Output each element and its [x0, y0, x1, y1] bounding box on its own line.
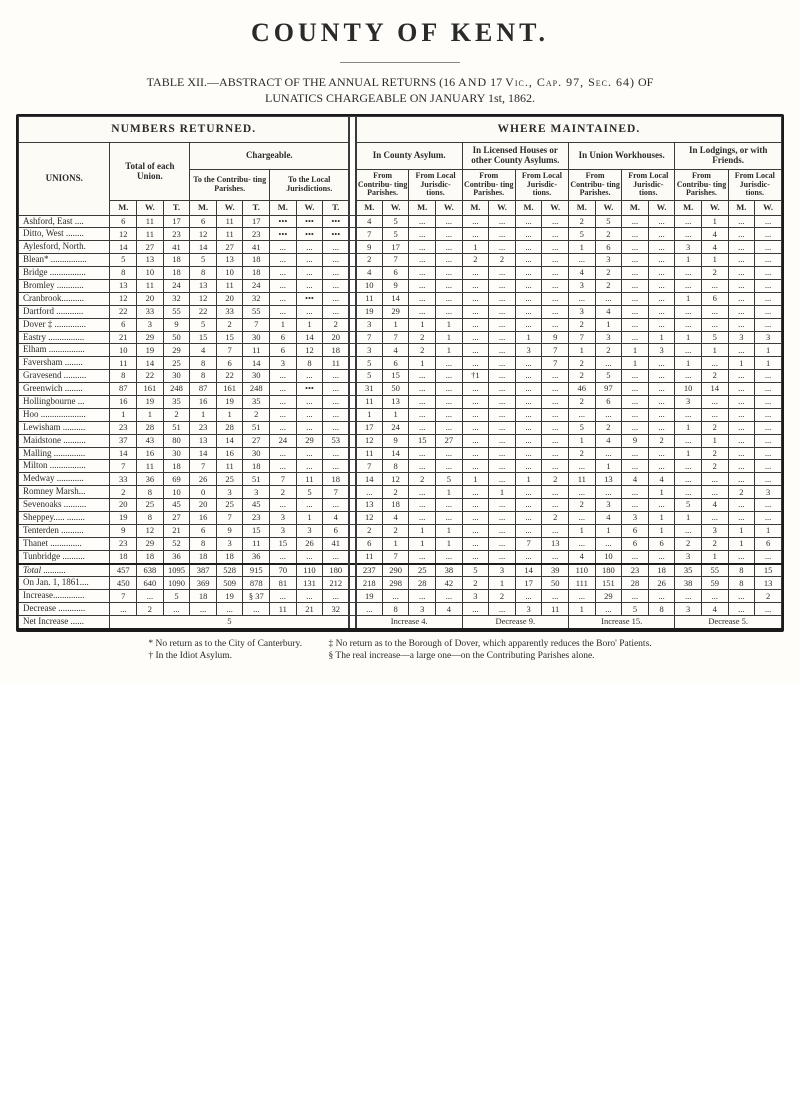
union-name: Milton ................ — [19, 460, 110, 473]
union-name: Aylesford, North. — [19, 241, 110, 254]
union-name: Dartford ............ — [19, 305, 110, 318]
union-name: Sevenoaks .......... — [19, 499, 110, 512]
union-name: Blean* ................ — [19, 254, 110, 267]
union-name: Medway ............ — [19, 473, 110, 486]
union-name: Ditto, West ........ — [19, 228, 110, 241]
union-name: Gravesend .......... — [19, 370, 110, 383]
union-name: Romney Marsh... — [19, 486, 110, 499]
union-name: Hoo .................... — [19, 408, 110, 421]
union-name: Thanet .............. — [19, 537, 110, 550]
table-frame: NUMBERS RETURNED.WHERE MAINTAINED.UNIONS… — [16, 114, 784, 632]
union-name: Increase.............. — [19, 590, 110, 603]
union-name: Faversham ........ — [19, 357, 110, 370]
subtitle: TABLE XII.—ABSTRACT OF THE ANNUAL RETURN… — [16, 74, 784, 106]
union-name: Tunbridge .......... — [19, 550, 110, 563]
footnotes: * No return as to the City of Canterbury… — [16, 638, 784, 663]
union-name: Bridge ................ — [19, 267, 110, 280]
page-title: COUNTY OF KENT. — [16, 18, 784, 48]
footnote-section: § The real increase—a large one—on the C… — [328, 650, 651, 662]
union-name: Ashford, East .... — [19, 215, 110, 228]
union-name: Dover ‡ .............. — [19, 318, 110, 331]
union-name: Maidstone .......... — [19, 434, 110, 447]
footnote-dagger: † In the Idiot Asylum. — [148, 650, 302, 662]
footnote-ddagger: ‡ No return as to the Borough of Dover, … — [328, 638, 651, 650]
union-name: Sheppey..... ........ — [19, 512, 110, 525]
union-name: Total .......... — [19, 564, 110, 577]
union-name: Greenwich ........ — [19, 383, 110, 396]
union-name: Malling .............. — [19, 447, 110, 460]
union-name: Lewisham .......... — [19, 421, 110, 434]
union-name: Tenterden .......... — [19, 524, 110, 537]
union-name: On Jan. 1, 1861.... — [19, 577, 110, 590]
union-name: Bromley ............ — [19, 279, 110, 292]
union-name: Elham ................ — [19, 344, 110, 357]
title-rule — [16, 50, 784, 68]
footnote-star: * No return as to the City of Canterbury… — [148, 638, 302, 650]
union-name: Cranbrook.......... — [19, 292, 110, 305]
union-name: Hollingbourne ... — [19, 396, 110, 409]
union-name: Eastry ................ — [19, 331, 110, 344]
data-table: NUMBERS RETURNED.WHERE MAINTAINED.UNIONS… — [18, 116, 782, 630]
union-name: Decrease ............ — [19, 603, 110, 616]
